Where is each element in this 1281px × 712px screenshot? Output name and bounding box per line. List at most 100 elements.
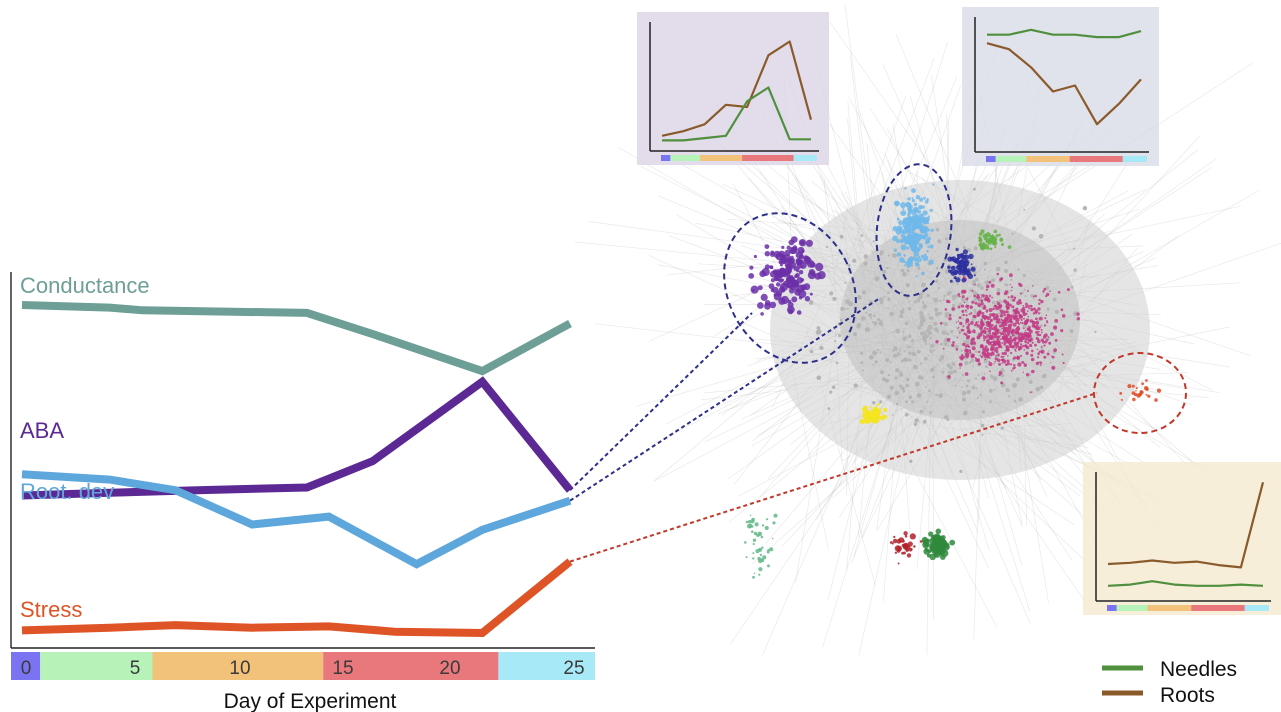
network-node (988, 280, 992, 284)
network-node (905, 283, 911, 288)
network-node (1020, 316, 1023, 318)
inset-phase-segment (670, 155, 700, 161)
network-node (1004, 317, 1008, 321)
network-node (980, 229, 985, 234)
network-node (1036, 348, 1039, 351)
network-node (920, 292, 924, 296)
network-node (918, 244, 924, 249)
network-node (776, 270, 784, 279)
network-node (1042, 290, 1045, 293)
network-node (924, 253, 927, 257)
network-node (1039, 385, 1044, 390)
network-node (982, 242, 986, 246)
network-node (773, 293, 777, 297)
network-node (953, 294, 958, 299)
network-node (988, 326, 993, 331)
network-node (952, 369, 957, 374)
network-cluster (935, 272, 1081, 394)
network-node (979, 326, 983, 331)
legend: Needles Roots (1102, 658, 1237, 707)
connector-line (569, 297, 881, 502)
network-node (935, 528, 942, 535)
x-tick-labels: 0 5 10 15 20 25 (21, 658, 585, 679)
network-node (900, 210, 907, 217)
network-node (752, 575, 755, 579)
network-node (1043, 324, 1047, 327)
network-node (981, 351, 984, 354)
network-node (1025, 312, 1028, 315)
network-node (906, 269, 910, 273)
network-node (989, 400, 992, 403)
network-node (871, 320, 874, 324)
network-node (906, 246, 910, 250)
inset-series-roots (661, 40, 813, 137)
network-node (929, 411, 932, 414)
connector-lines (569, 297, 1098, 563)
network-node (1044, 317, 1047, 320)
network-node (908, 300, 911, 303)
network-node (924, 386, 927, 388)
network-node (996, 301, 999, 303)
network-node (1039, 333, 1042, 337)
network-node (876, 352, 878, 354)
network-node (934, 312, 940, 317)
network-node (1001, 352, 1005, 355)
network-node (970, 321, 974, 325)
network-node (766, 518, 769, 521)
network-node (872, 314, 876, 318)
network-node (930, 228, 934, 232)
network-node (1004, 349, 1007, 352)
network-node (916, 257, 922, 263)
network-node (1002, 355, 1005, 358)
network-node (759, 270, 766, 278)
network-node (960, 354, 964, 357)
network-node (1000, 311, 1003, 314)
network-node (1040, 331, 1043, 334)
network-node (922, 419, 927, 424)
network-node (903, 264, 906, 267)
phase-segment (40, 652, 153, 680)
network-node (927, 313, 930, 316)
network-node (992, 342, 997, 347)
network-node (1020, 332, 1024, 336)
network-node (1139, 390, 1143, 394)
network-node (964, 372, 969, 376)
network-node (903, 350, 906, 353)
network-node (760, 312, 764, 316)
network-node (903, 226, 908, 230)
network-node (972, 365, 975, 368)
network-node (840, 306, 845, 311)
network-node (983, 335, 987, 340)
network-node (961, 289, 965, 294)
network-node (986, 323, 990, 327)
network-node (1073, 268, 1077, 272)
network-node (785, 276, 794, 285)
network-node (1023, 349, 1026, 351)
network-node (1025, 351, 1029, 355)
inset-series-needles (662, 86, 811, 142)
network-node (989, 247, 993, 251)
network-node (1020, 308, 1025, 313)
network-node (989, 313, 993, 317)
network-node (959, 469, 963, 473)
network-node (933, 349, 936, 352)
network-node (1006, 338, 1010, 342)
network-node (980, 355, 983, 359)
network-node (902, 330, 904, 333)
network-node (1029, 333, 1032, 335)
network-node (1046, 338, 1049, 341)
network-node (911, 197, 914, 200)
network-node (803, 283, 811, 291)
network-node (978, 238, 983, 242)
network-node (943, 294, 946, 298)
network-node (974, 301, 978, 305)
network-node (985, 294, 988, 298)
network-node (971, 346, 976, 351)
network-node (1004, 283, 1008, 287)
network-node (918, 205, 923, 210)
network-node (997, 315, 999, 318)
network-node (853, 332, 857, 337)
network-node (993, 338, 995, 341)
network-node (904, 535, 908, 538)
network-cluster (889, 531, 923, 565)
